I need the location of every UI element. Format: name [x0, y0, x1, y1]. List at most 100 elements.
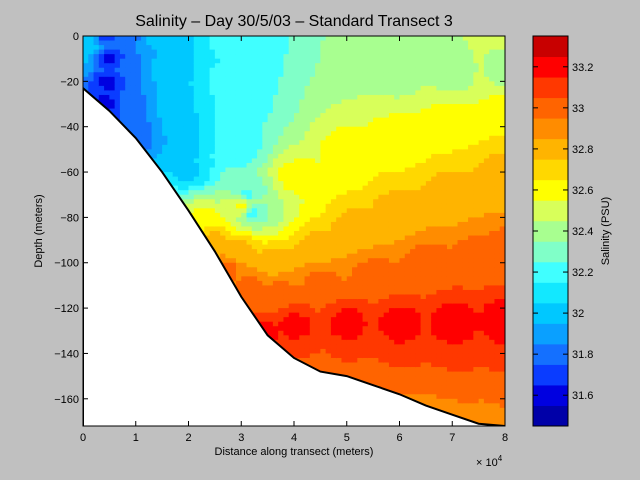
salinity-cell — [235, 72, 242, 78]
salinity-cell — [304, 294, 311, 300]
salinity-cell — [214, 40, 221, 46]
salinity-cell — [362, 271, 369, 277]
salinity-cell — [251, 81, 258, 87]
salinity-cell — [267, 262, 274, 268]
salinity-cell — [204, 49, 211, 55]
salinity-cell — [209, 122, 216, 128]
salinity-cell — [272, 231, 279, 237]
salinity-cell — [352, 67, 358, 73]
salinity-cell — [193, 149, 200, 155]
salinity-cell — [373, 49, 379, 55]
salinity-cell — [325, 76, 332, 82]
salinity-cell — [177, 162, 184, 169]
salinity-cell — [378, 58, 385, 64]
salinity-cell — [330, 344, 337, 350]
salinity-cell — [367, 353, 374, 359]
salinity-cell — [352, 85, 358, 92]
salinity-cell — [193, 158, 200, 164]
salinity-cell — [119, 113, 126, 119]
salinity-cell — [141, 94, 147, 101]
salinity-cell — [299, 158, 306, 164]
salinity-cell — [98, 63, 105, 69]
salinity-cell — [362, 104, 369, 110]
salinity-cell — [225, 258, 232, 264]
salinity-cell — [325, 135, 332, 141]
salinity-cell — [304, 244, 311, 250]
salinity-cell — [330, 280, 337, 287]
salinity-cell — [320, 172, 327, 178]
salinity-cell — [367, 126, 374, 132]
salinity-cell — [299, 326, 306, 332]
salinity-cell — [156, 104, 163, 110]
salinity-cell — [383, 72, 390, 78]
salinity-cell — [362, 36, 369, 42]
salinity-cell — [288, 285, 295, 291]
salinity-cell — [362, 190, 369, 196]
salinity-cell — [383, 240, 390, 246]
salinity-cell — [357, 126, 364, 132]
salinity-cell — [272, 308, 279, 314]
salinity-cell — [352, 158, 358, 164]
salinity-cell — [341, 330, 348, 336]
salinity-cell — [230, 199, 237, 205]
salinity-cell — [325, 140, 332, 146]
salinity-cell — [230, 140, 237, 146]
salinity-cell — [373, 371, 379, 377]
salinity-cell — [357, 303, 364, 309]
salinity-cell — [235, 235, 242, 241]
salinity-cell — [367, 317, 374, 323]
salinity-cell — [283, 153, 290, 160]
salinity-cell — [378, 357, 385, 364]
salinity-cell — [246, 162, 253, 169]
salinity-cell — [373, 258, 379, 264]
salinity-cell — [225, 76, 232, 82]
salinity-cell — [204, 194, 211, 200]
salinity-cell — [209, 140, 216, 146]
salinity-cell — [315, 235, 321, 241]
salinity-cell — [283, 63, 290, 69]
salinity-cell — [267, 158, 274, 164]
salinity-cell — [130, 81, 137, 87]
salinity-cell — [341, 153, 348, 160]
salinity-cell — [214, 63, 221, 69]
salinity-cell — [114, 72, 121, 78]
salinity-cell — [267, 76, 274, 82]
salinity-cell — [183, 90, 190, 96]
salinity-cell — [199, 199, 205, 205]
salinity-cell — [251, 153, 258, 160]
salinity-cell — [251, 226, 258, 232]
salinity-cell — [272, 203, 279, 209]
salinity-cell — [251, 203, 258, 209]
salinity-cell — [156, 162, 163, 169]
salinity-cell — [162, 113, 168, 119]
salinity-cell — [151, 135, 158, 141]
salinity-cell — [167, 176, 174, 182]
salinity-cell — [309, 194, 316, 200]
salinity-cell — [373, 262, 379, 268]
salinity-cell — [357, 117, 364, 123]
salinity-cell — [209, 208, 216, 214]
salinity-cell — [288, 76, 295, 82]
salinity-cell — [294, 199, 300, 205]
salinity-cell — [315, 162, 321, 169]
salinity-cell — [373, 99, 379, 105]
salinity-cell — [373, 63, 379, 69]
salinity-cell — [251, 72, 258, 78]
salinity-cell — [294, 167, 300, 173]
salinity-cell — [304, 85, 311, 92]
salinity-cell — [246, 299, 253, 305]
salinity-cell — [346, 36, 353, 42]
salinity-cell — [225, 262, 232, 268]
salinity-cell — [278, 217, 285, 223]
salinity-cell — [183, 162, 190, 169]
salinity-cell — [357, 90, 364, 96]
salinity-cell — [156, 67, 163, 73]
salinity-cell — [98, 54, 105, 60]
salinity-cell — [135, 135, 142, 141]
salinity-cell — [278, 144, 285, 150]
salinity-cell — [357, 276, 364, 282]
salinity-cell — [257, 253, 263, 259]
salinity-cell — [309, 99, 316, 105]
salinity-cell — [267, 58, 274, 64]
salinity-cell — [299, 167, 306, 173]
